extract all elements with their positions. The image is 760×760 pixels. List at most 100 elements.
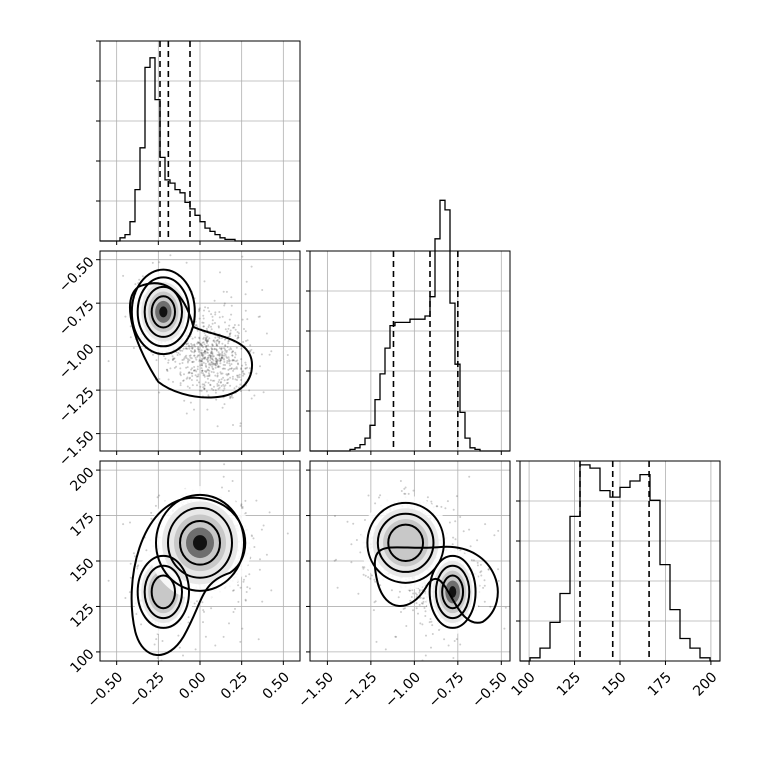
scatter-point bbox=[129, 562, 132, 565]
scatter-point bbox=[239, 640, 242, 643]
contour-line bbox=[150, 295, 176, 329]
scatter-point bbox=[268, 353, 271, 356]
scatter-point bbox=[208, 337, 211, 340]
scatter-point bbox=[228, 339, 230, 342]
scatter-point bbox=[215, 357, 218, 360]
scatter-point bbox=[214, 391, 217, 394]
scatter-point bbox=[190, 379, 193, 381]
scatter-point bbox=[214, 322, 216, 324]
scatter-point bbox=[167, 359, 170, 362]
scatter-point bbox=[476, 564, 479, 567]
scatter-point bbox=[201, 364, 203, 367]
scatter-point bbox=[212, 339, 215, 342]
scatter-point bbox=[205, 345, 207, 348]
scatter-point bbox=[228, 333, 231, 336]
scatter-point bbox=[150, 517, 153, 520]
scatter-point bbox=[241, 318, 244, 321]
panel-2-0 bbox=[96, 460, 301, 665]
scatter-point bbox=[183, 357, 186, 360]
scatter-point bbox=[193, 366, 196, 368]
scatter-point bbox=[212, 389, 215, 391]
scatter-point bbox=[231, 359, 234, 362]
scatter-point bbox=[250, 348, 253, 351]
scatter-point bbox=[240, 347, 243, 350]
scatter-point bbox=[435, 505, 438, 508]
scatter-point bbox=[201, 360, 204, 363]
scatter-point bbox=[202, 346, 205, 349]
scatter-point bbox=[197, 346, 200, 349]
scatter-point bbox=[200, 367, 203, 370]
scatter-point bbox=[470, 559, 473, 561]
scatter-point bbox=[217, 353, 220, 356]
scatter-point bbox=[421, 623, 424, 626]
scatter-point bbox=[198, 336, 201, 339]
scatter-point bbox=[451, 543, 454, 546]
scatter-point bbox=[216, 358, 219, 361]
scatter-point bbox=[218, 337, 221, 340]
scatter-point bbox=[205, 351, 208, 354]
scatter-point bbox=[211, 363, 214, 366]
scatter-point bbox=[230, 363, 233, 366]
scatter-point bbox=[205, 348, 208, 351]
scatter-point bbox=[430, 500, 433, 503]
scatter-point bbox=[487, 568, 490, 571]
scatter-point bbox=[417, 612, 419, 615]
panel-frame bbox=[309, 250, 511, 452]
scatter-point bbox=[219, 353, 222, 356]
scatter-point bbox=[221, 356, 224, 359]
scatter-point bbox=[204, 350, 206, 353]
scatter-point bbox=[156, 657, 159, 659]
scatter-point bbox=[242, 580, 245, 583]
scatter-point bbox=[421, 659, 424, 661]
scatter-point bbox=[482, 586, 485, 589]
scatter-point bbox=[243, 328, 245, 330]
scatter-point bbox=[489, 605, 492, 608]
scatter-point bbox=[209, 355, 212, 358]
scatter-point bbox=[198, 342, 201, 345]
scatter-point bbox=[158, 391, 161, 394]
scatter-point bbox=[197, 354, 200, 357]
scatter-point bbox=[183, 399, 186, 402]
scatter-point bbox=[225, 290, 228, 293]
scatter-point bbox=[258, 315, 261, 318]
scatter-point bbox=[107, 579, 110, 582]
scatter-point bbox=[215, 361, 218, 364]
scatter-point bbox=[270, 350, 273, 353]
scatter-point bbox=[224, 348, 226, 351]
scatter-point bbox=[208, 310, 211, 313]
scatter-point bbox=[222, 383, 225, 386]
scatter-point bbox=[206, 358, 209, 361]
scatter-point bbox=[208, 374, 211, 377]
scatter-point bbox=[236, 367, 239, 370]
scatter-point bbox=[242, 374, 245, 377]
scatter-point bbox=[196, 347, 199, 350]
scatter-point bbox=[436, 505, 439, 508]
scatter-point bbox=[236, 337, 239, 340]
scatter-point bbox=[190, 372, 193, 375]
scatter-point bbox=[405, 625, 408, 627]
scatter-point bbox=[418, 603, 421, 606]
scatter-point bbox=[221, 486, 223, 489]
scatter-point bbox=[390, 589, 393, 592]
scatter-point bbox=[226, 360, 229, 362]
scatter-point bbox=[210, 363, 213, 366]
scatter-point bbox=[217, 387, 220, 390]
scatter-point bbox=[361, 566, 364, 569]
scatter-point bbox=[140, 623, 143, 626]
scatter-point bbox=[239, 586, 242, 589]
scatter-point bbox=[231, 375, 234, 378]
scatter-point bbox=[438, 629, 440, 631]
scatter-point bbox=[201, 369, 204, 372]
scatter-point bbox=[422, 597, 424, 600]
scatter-point bbox=[166, 370, 169, 372]
scatter-point bbox=[194, 345, 197, 348]
scatter-point bbox=[223, 379, 226, 382]
scatter-point bbox=[181, 359, 184, 361]
scatter-point bbox=[364, 574, 367, 577]
scatter-point bbox=[145, 549, 148, 552]
scatter-point bbox=[228, 367, 231, 370]
scatter-point bbox=[237, 336, 240, 339]
scatter-point bbox=[196, 375, 198, 378]
scatter-point bbox=[216, 354, 219, 356]
scatter-point bbox=[236, 376, 239, 379]
